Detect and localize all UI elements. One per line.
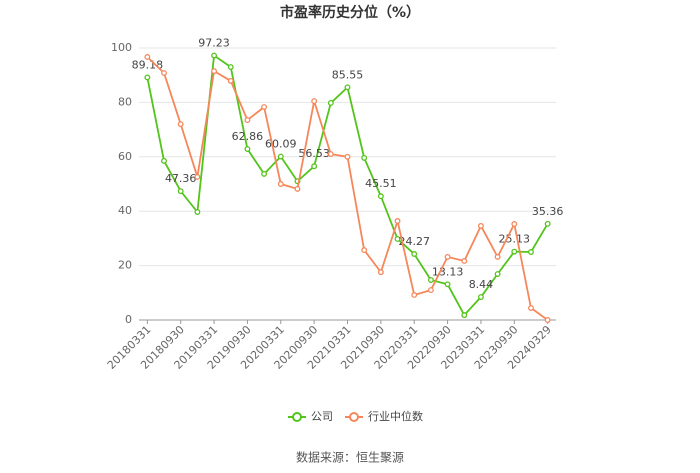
y-tick-label: 0 — [125, 313, 132, 326]
data-point — [444, 253, 451, 260]
y-tick-label: 20 — [118, 259, 132, 272]
data-point — [461, 258, 468, 264]
data-label: 47.36 — [165, 172, 197, 185]
data-point — [361, 247, 368, 254]
data-point — [411, 251, 418, 257]
data-label: 56.53 — [298, 147, 330, 160]
data-point — [144, 74, 151, 81]
data-point — [261, 104, 268, 110]
data-point — [177, 121, 184, 128]
source-note: 数据来源：恒生聚源 — [296, 450, 404, 465]
y-tick-label: 100 — [111, 41, 132, 54]
data-label: 97.23 — [198, 37, 230, 50]
data-point — [294, 185, 301, 192]
legend-label: 行业中位数 — [368, 409, 423, 423]
data-point — [144, 54, 151, 60]
data-label: 8.44 — [469, 278, 494, 291]
data-label: 62.86 — [232, 130, 264, 143]
data-point — [477, 222, 484, 229]
data-point — [311, 163, 318, 170]
legend-marker — [349, 412, 359, 422]
data-point — [211, 68, 218, 75]
data-label: 85.55 — [332, 68, 364, 81]
data-label: 24.27 — [398, 235, 430, 248]
data-point — [227, 64, 234, 70]
data-point — [394, 218, 401, 224]
data-label: 25.13 — [499, 233, 531, 246]
data-label: 45.51 — [365, 177, 397, 190]
data-point — [277, 181, 284, 187]
data-point — [528, 249, 534, 255]
data-point — [494, 253, 501, 260]
data-point — [377, 193, 384, 200]
data-point — [227, 77, 234, 84]
data-point — [511, 248, 518, 255]
data-point — [444, 281, 451, 288]
data-point — [311, 98, 318, 104]
data-point — [544, 220, 551, 227]
data-point — [394, 235, 401, 242]
data-point — [344, 153, 351, 160]
data-label: 13.13 — [432, 265, 464, 278]
data-label: 89.18 — [132, 58, 164, 71]
legend-marker — [292, 412, 302, 422]
series-line — [146, 53, 549, 317]
data-point — [327, 99, 334, 106]
data-point — [544, 317, 551, 323]
data-point — [327, 151, 334, 158]
legend-label: 公司 — [311, 410, 333, 423]
data-point — [511, 221, 518, 227]
data-point — [377, 269, 384, 276]
data-point — [477, 294, 484, 300]
y-tick-label: 80 — [118, 95, 132, 108]
data-point — [411, 292, 418, 298]
data-point — [177, 188, 184, 195]
data-point — [494, 271, 501, 277]
chart-title: 市盈率历史分位（%） — [280, 4, 420, 21]
data-point — [194, 173, 201, 180]
data-label: 35.36 — [532, 205, 564, 218]
data-point — [194, 209, 201, 215]
data-point — [277, 153, 284, 160]
data-point — [344, 84, 351, 91]
data-label: 60.09 — [265, 138, 297, 151]
data-point — [528, 305, 534, 311]
data-point — [161, 157, 167, 164]
data-point — [244, 146, 251, 152]
data-point — [161, 70, 167, 76]
y-tick-label: 60 — [118, 150, 132, 163]
data-point — [461, 312, 468, 319]
data-point — [361, 154, 368, 161]
data-point — [261, 170, 268, 177]
data-point — [427, 277, 434, 283]
y-tick-label: 40 — [118, 204, 132, 217]
data-point — [211, 52, 218, 59]
data-point — [244, 117, 251, 124]
data-point — [427, 287, 434, 294]
